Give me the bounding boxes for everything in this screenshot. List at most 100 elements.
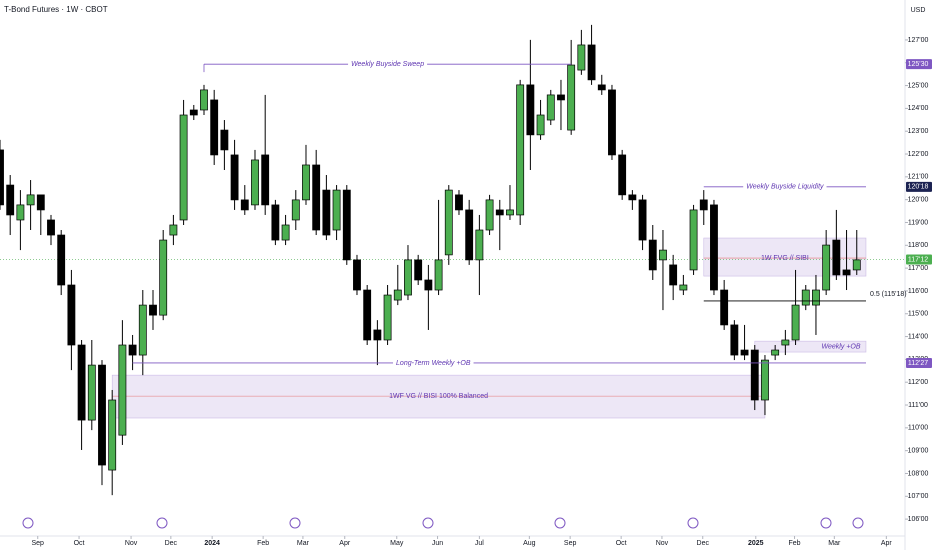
candle-body [47,219,55,236]
y-tick-label: 115'00 [908,311,928,318]
candle-body [251,159,259,206]
currency: USD [911,7,926,14]
x-tick-label: Dec [697,540,710,547]
x-tick-label: Feb [257,540,269,547]
candle-body [57,234,66,286]
x-tick-label: Jul [475,540,484,547]
candle-body [761,359,769,401]
zone [111,374,766,419]
candle-body [0,149,4,206]
candle-body [455,194,463,211]
candle-body [281,224,290,241]
candle-body [383,294,392,341]
price-tag-label: 112'27 [908,360,928,367]
candle-body [648,239,657,271]
candle-body [689,209,698,271]
candle-body [597,84,606,91]
candle-body [128,344,137,356]
y-tick-label: 120'00 [908,197,929,204]
candle-body [781,339,790,346]
candle-body [587,44,596,81]
event-icons [22,517,864,529]
candle-body [363,289,372,341]
candle-body [179,114,188,221]
level-label: Long-Term Weekly +OB [396,360,471,367]
x-tick-label: Jun [432,540,443,547]
y-tick-label: 118'00 [908,242,928,249]
y-tick-label: 127'00 [908,37,929,44]
y-tick-label: 108'00 [908,470,929,477]
candle-body [240,199,249,211]
y-tick-label: 121'00 [908,174,929,181]
y-tick-label: 125'00 [908,82,929,89]
candle-body [832,239,841,276]
x-tick-label: Oct [74,540,85,547]
x-tick-label: Sep [32,540,45,547]
candle-body [628,194,637,201]
candle-body [414,259,423,281]
candle-body [669,264,678,286]
candle-body [506,209,514,216]
candle-body [495,209,504,216]
candle-body [138,304,147,356]
candle-body [679,284,688,291]
candle-body [353,259,361,291]
y-tick-label: 119'00 [908,219,928,226]
price-tag [906,59,932,70]
y-tick-label: 109'00 [908,448,929,455]
candle-body [465,209,474,261]
x-tick-label: Apr [339,540,351,547]
candle-body [608,89,616,156]
candle-body [546,94,555,121]
candle-body [393,289,402,301]
candle-body [322,189,331,236]
price-tag [906,254,932,265]
candle-body [710,204,718,291]
candle-body [699,199,708,211]
candle-body [424,279,433,291]
candle-body [108,399,117,471]
y-tick-label: 123'00 [908,128,929,135]
candle-body [332,189,341,231]
candle-body [791,304,800,341]
level-label-bg [393,358,474,367]
zone-label: Weekly +OB [822,343,861,350]
x-tick-label: Sep [564,540,577,547]
candle-body [220,129,229,151]
candle-body [261,154,270,206]
x-tick-label: Aug [523,540,536,547]
x-tick-label: Nov [125,540,138,547]
candle-body [77,344,86,421]
y-tick-label: 112'00 [908,379,928,386]
price-tag-label: 125'30 [908,61,929,68]
y-tick-label: 114'00 [908,333,928,340]
x-tick-label: Apr [881,540,893,547]
y-tick-label: 122'00 [908,151,929,158]
x-tick-label: Nov [656,540,669,547]
zone-label: 1WF VG // BISI 100% Balanced [389,393,488,400]
level-label: 0.5 (115'18) [870,291,907,298]
y-tick-label: 107'00 [908,493,929,500]
chart-title: T-Bond Futures · 1W · CBOT [4,5,108,14]
y-tick-label: 116'00 [908,288,928,295]
candle-body [271,204,280,241]
price-tag-label: 117'12 [908,256,928,263]
price-tag-label: 120'18 [908,184,929,191]
level-label-bg [743,182,827,191]
candle-body [342,189,351,261]
candle-body [557,94,565,101]
candle-body [169,224,178,236]
candle-body [200,89,208,111]
candle-body [618,154,627,196]
candle-body [312,164,321,231]
y-tick-label: 117'00 [908,265,928,272]
candle-body [36,194,45,211]
x-tick-label: 2025 [748,540,764,547]
candle-body [149,304,157,316]
candle-body [771,349,780,356]
y-tick-label: 110'00 [908,425,928,432]
candle-body [118,344,127,436]
x-tick-label: Mar [297,540,310,547]
price-tag [906,181,932,192]
candle-body [812,289,820,306]
